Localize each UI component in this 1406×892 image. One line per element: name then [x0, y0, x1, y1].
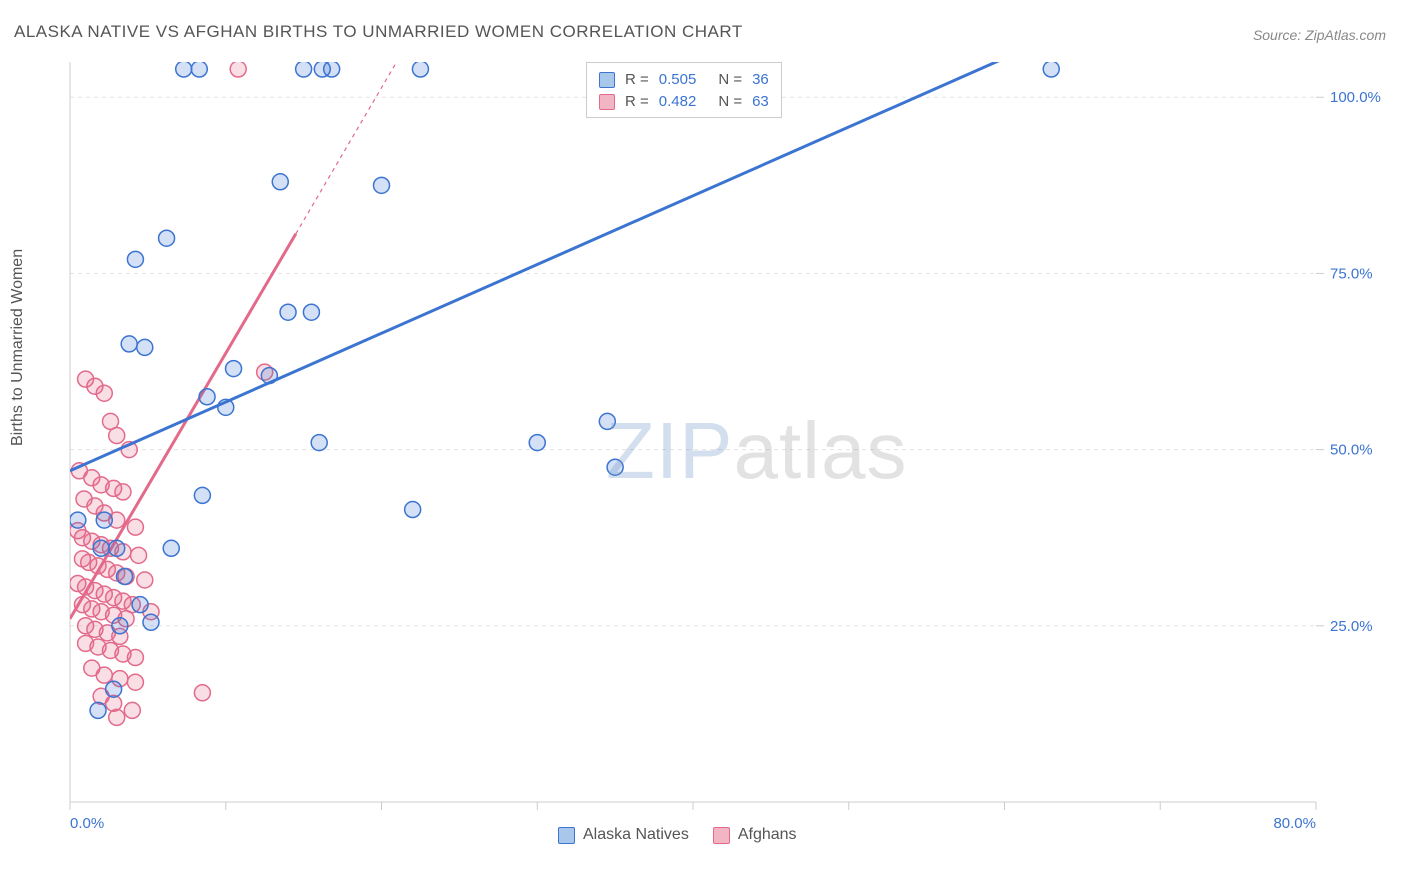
- r-label: R =: [625, 91, 649, 113]
- correl-row-afghan: R = 0.482 N = 63: [599, 91, 769, 113]
- source-label: Source:: [1253, 27, 1301, 43]
- legend-swatch: [599, 72, 615, 88]
- source-value: ZipAtlas.com: [1305, 27, 1386, 43]
- legend-item-afghan: Afghans: [713, 826, 797, 844]
- legend-item-alaska: Alaska Natives: [558, 826, 689, 844]
- n-label: N =: [718, 91, 742, 113]
- r-label: R =: [625, 69, 649, 91]
- svg-text:0.0%: 0.0%: [70, 815, 104, 832]
- n-value: 63: [752, 91, 769, 113]
- source-attribution: Source: ZipAtlas.com: [1253, 27, 1386, 43]
- svg-text:50.0%: 50.0%: [1330, 442, 1373, 459]
- n-value: 36: [752, 69, 769, 91]
- svg-text:25.0%: 25.0%: [1330, 618, 1373, 635]
- y-axis-label: Births to Unmarried Women: [9, 249, 27, 446]
- svg-text:80.0%: 80.0%: [1273, 815, 1316, 832]
- legend-label: Afghans: [738, 826, 797, 844]
- svg-text:75.0%: 75.0%: [1330, 265, 1373, 282]
- correl-row-alaska: R = 0.505 N = 36: [599, 69, 769, 91]
- correlation-legend: R = 0.505 N = 36 R = 0.482 N = 63: [586, 62, 782, 118]
- n-label: N =: [718, 69, 742, 91]
- r-value: 0.482: [659, 91, 697, 113]
- chart-title: ALASKA NATIVE VS AFGHAN BIRTHS TO UNMARR…: [14, 22, 743, 42]
- legend-swatch: [599, 94, 615, 110]
- chart-svg: 0.0% 80.0% 25.0% 50.0% 75.0% 100.0%: [50, 50, 1388, 850]
- r-value: 0.505: [659, 69, 697, 91]
- legend-swatch: [713, 827, 730, 844]
- scatter-chart: 0.0%80.0%25.0%50.0%75.0%100.0% ZIPatlas …: [50, 50, 1388, 850]
- series-legend: Alaska Natives Afghans: [558, 826, 797, 844]
- svg-text:100.0%: 100.0%: [1330, 89, 1381, 106]
- legend-label: Alaska Natives: [583, 826, 689, 844]
- legend-swatch: [558, 827, 575, 844]
